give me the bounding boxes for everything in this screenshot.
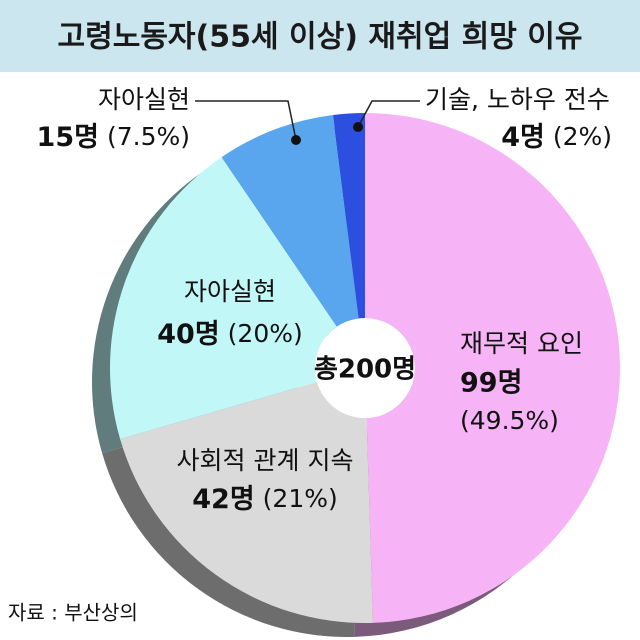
source: 자료 : 부산상의	[8, 601, 138, 625]
leader-dot	[291, 135, 301, 145]
percent-label: (20%)	[228, 319, 303, 348]
slice	[221, 115, 359, 327]
percent-label: (7.5%)	[107, 122, 190, 151]
category-label: 사회적 관계 지속	[177, 446, 354, 475]
value-line: 42명 (21%)	[192, 484, 338, 515]
value-label: 99명	[460, 368, 522, 399]
center-label: 총200명	[314, 355, 416, 385]
slices	[109, 113, 621, 623]
leader-line	[195, 100, 297, 141]
percent-label: (21%)	[263, 484, 338, 513]
header-band	[0, 0, 640, 72]
category-label: 자아실현	[184, 277, 276, 306]
value-label: 40명	[157, 319, 219, 350]
slice	[333, 113, 365, 319]
percent-label: (2%)	[553, 122, 612, 151]
slice	[120, 381, 374, 623]
value-line: 15명 (7.5%)	[37, 122, 190, 153]
category-label: 기술, 노하우 전수	[425, 85, 610, 114]
value-line: 4명 (2%)	[501, 122, 612, 153]
value-label: 15명	[37, 122, 99, 153]
category-label: 자아실현	[98, 85, 190, 114]
value-label: 4명	[501, 122, 545, 153]
slice	[109, 157, 337, 440]
category-label: 재무적 요인	[460, 329, 583, 358]
value-label: 42명	[192, 484, 254, 515]
percent-label: (49.5%)	[460, 406, 559, 435]
leader-line	[357, 100, 420, 128]
leader-dot	[353, 122, 363, 132]
slice	[365, 113, 621, 623]
chart-title: 고령노동자(55세 이상) 재취업 희망 이유	[58, 20, 583, 55]
value-line: 40명 (20%)	[157, 319, 303, 350]
donut-hole	[315, 318, 415, 418]
